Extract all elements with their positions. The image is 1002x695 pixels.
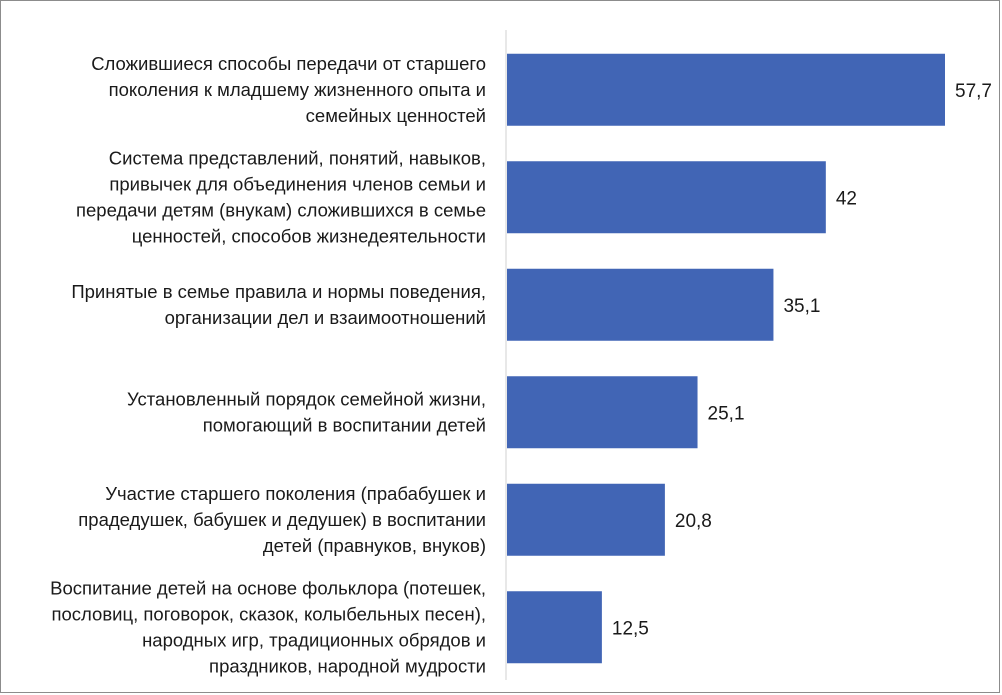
category-label-line: Установленный порядок семейной жизни, [127, 388, 486, 409]
category-label-line: поколения к младшему жизненного опыта и [109, 79, 486, 100]
category-label-line: Принятые в семье правила и нормы поведен… [71, 281, 486, 302]
category-label-3: Принятые в семье правила и нормы поведен… [71, 281, 486, 328]
bar-5 [507, 483, 665, 556]
data-label-1: 57,7 [955, 81, 992, 102]
category-label-4: Установленный порядок семейной жизни, пом… [127, 388, 486, 435]
category-label-2: Система представлений, понятий, навыков,… [76, 147, 486, 246]
category-label-line: пословиц, поговорок, сказок, колыбельных… [52, 603, 487, 624]
category-label-line: организации дел и взаимоотношений [165, 307, 486, 328]
category-label-line: семейных ценностей [306, 105, 486, 126]
data-label-6: 12,5 [612, 618, 649, 639]
category-label-line: Воспитание детей на основе фольклора (по… [50, 577, 486, 598]
data-label-5: 20,8 [675, 511, 712, 532]
category-label-line: прадедушек, бабушек и дедушек) в воспита… [78, 509, 486, 530]
bar-4 [507, 376, 698, 449]
category-label-1: Сложившиеся способы передачи от старшего… [91, 53, 486, 126]
data-label-4: 25,1 [708, 403, 745, 424]
category-label-5: Участие старшего поколения (прабабушек и… [78, 483, 486, 556]
data-label-2: 42 [836, 188, 857, 209]
bar-1 [507, 53, 945, 126]
category-label-line: народных игр, традиционных обрядов и [142, 629, 486, 650]
category-label-line: Сложившиеся способы передачи от старшего [91, 53, 486, 74]
category-label-line: праздников, народной мудрости [209, 655, 486, 676]
category-label-line: детей (правнуков, внуков) [263, 535, 486, 556]
category-label-line: помогающий в воспитании детей [203, 414, 486, 435]
bar-2 [507, 161, 826, 234]
category-label-line: передачи детям (внукам) сложившихся в се… [76, 199, 486, 220]
category-label-line: Система представлений, понятий, навыков, [109, 147, 486, 168]
data-label-3: 35,1 [783, 296, 820, 317]
category-label-line: ценностей, способов жизнедеятельности [132, 225, 486, 246]
category-label-line: привычек для объединения членов семьи и [109, 173, 486, 194]
category-label-6: Воспитание детей на основе фольклора (по… [50, 577, 486, 676]
bar-3 [507, 268, 774, 341]
bar-6 [507, 591, 602, 664]
category-label-line: Участие старшего поколения (прабабушек и [105, 483, 486, 504]
